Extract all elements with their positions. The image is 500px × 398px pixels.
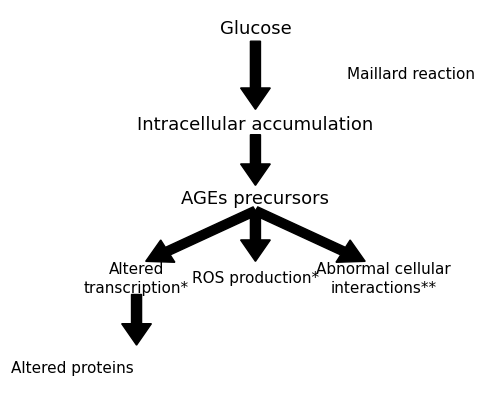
Text: ROS production*: ROS production* bbox=[192, 271, 319, 287]
FancyArrow shape bbox=[146, 207, 258, 262]
FancyArrow shape bbox=[253, 207, 365, 262]
Text: Glucose: Glucose bbox=[220, 20, 292, 39]
FancyArrow shape bbox=[240, 211, 270, 261]
Text: Altered proteins: Altered proteins bbox=[11, 361, 134, 376]
Text: Altered
transcription*: Altered transcription* bbox=[84, 262, 189, 296]
Text: Intracellular accumulation: Intracellular accumulation bbox=[138, 116, 374, 134]
Text: Maillard reaction: Maillard reaction bbox=[347, 67, 475, 82]
FancyArrow shape bbox=[240, 135, 270, 185]
FancyArrow shape bbox=[240, 41, 270, 109]
Text: AGEs precursors: AGEs precursors bbox=[182, 190, 330, 208]
Text: Abnormal cellular
interactions**: Abnormal cellular interactions** bbox=[316, 262, 451, 296]
FancyArrow shape bbox=[122, 295, 152, 345]
